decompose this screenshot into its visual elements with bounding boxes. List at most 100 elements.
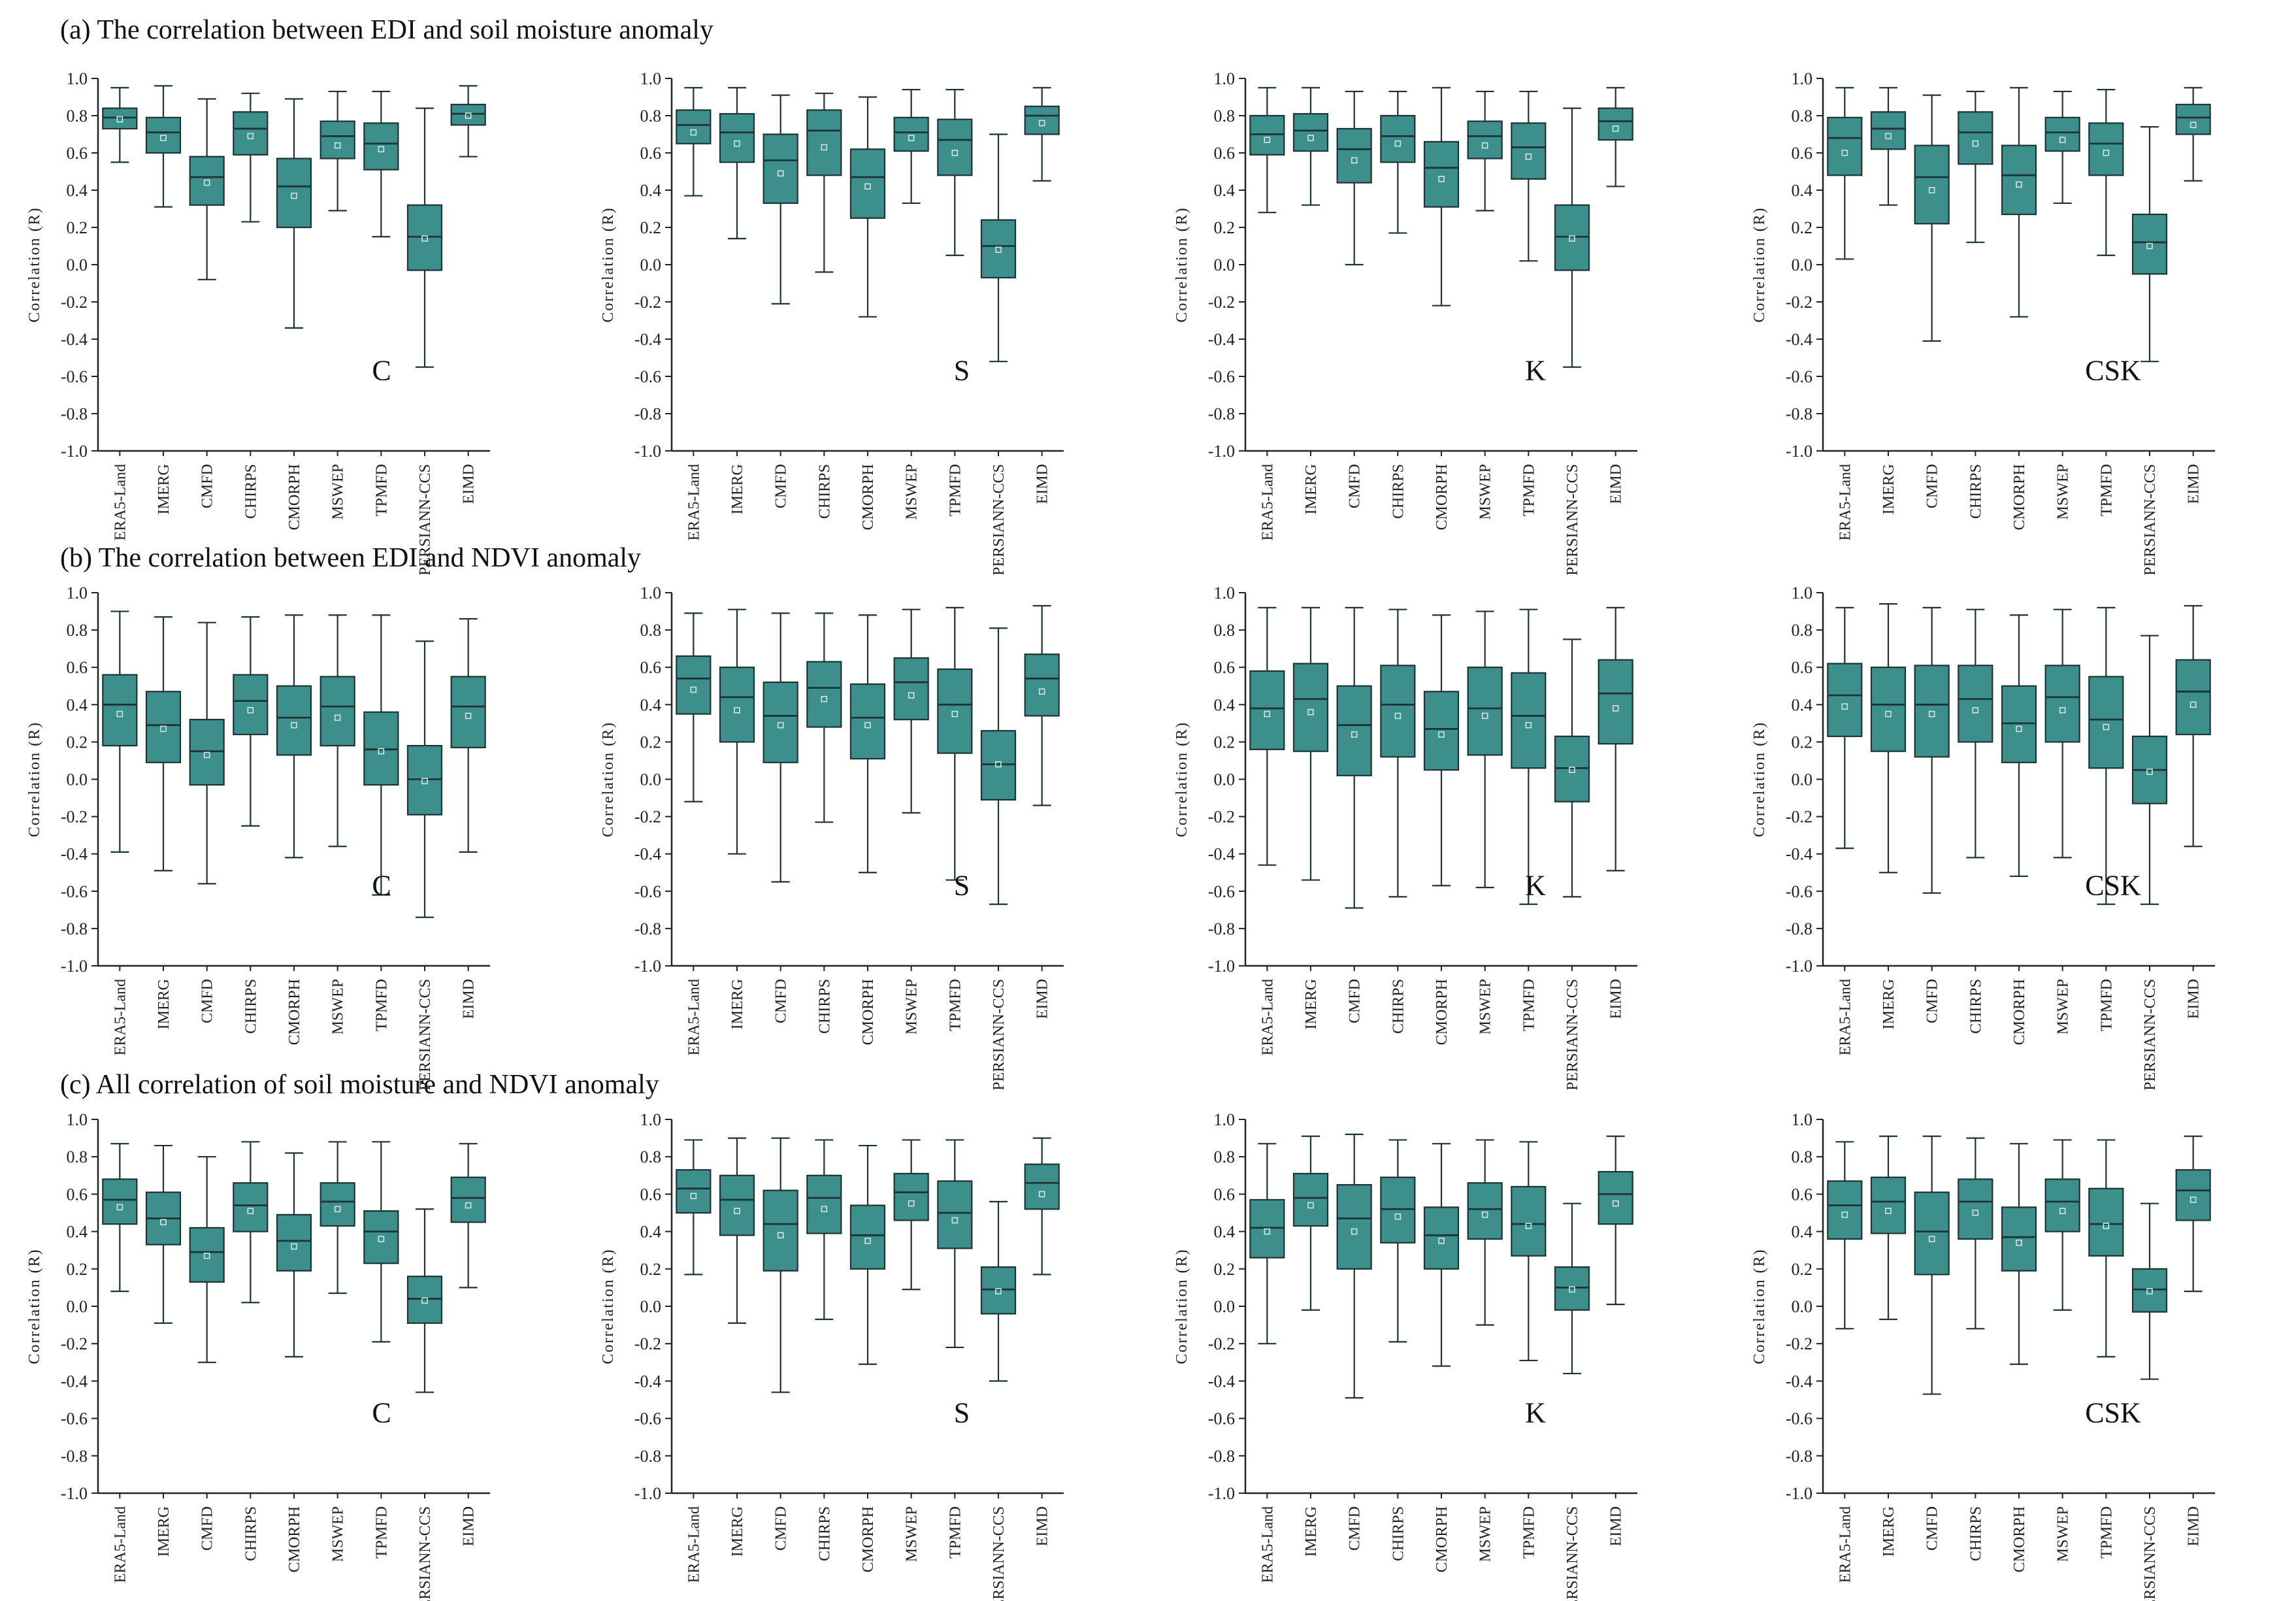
y-tick-label: 0.2 (67, 733, 88, 751)
y-tick-label: 0.8 (640, 107, 662, 125)
box-cmorph (849, 614, 886, 874)
y-tick-label: -1.0 (61, 957, 88, 976)
y-tick-label: 0.4 (640, 695, 662, 714)
y-tick-label: -0.4 (61, 845, 88, 864)
box-iqr (937, 118, 973, 176)
mean-marker (160, 135, 167, 141)
y-tick-label: -1.0 (1208, 957, 1235, 976)
x-tick-label: PERSIANN-CCS (417, 979, 434, 1091)
y-axis-title: Correlation (R) (26, 1248, 43, 1364)
x-tick-label: PERSIANN-CCS (1564, 979, 1581, 1091)
box-iqr (980, 730, 1017, 801)
y-tick-label: 0.8 (1214, 107, 1236, 125)
x-tick-label: EIMD (1608, 464, 1625, 504)
mean-marker (2103, 723, 2110, 731)
box-iqr (2175, 103, 2211, 135)
y-tick-label: 0.8 (1214, 621, 1236, 640)
mean-marker (1264, 1228, 1271, 1235)
x-tick-label: CHIRPS (1967, 979, 1984, 1034)
mean-marker (908, 692, 915, 699)
x-tick-label: CHIRPS (1967, 464, 1984, 519)
x-tick-label: CMORPH (286, 464, 303, 530)
y-tick-label: -0.6 (634, 1410, 661, 1428)
region-label: CSK (2085, 870, 2141, 902)
box-persiann-ccs (1554, 638, 1590, 898)
box-era5-land (102, 610, 138, 853)
mean-marker (734, 1208, 740, 1214)
x-tick-label: CMFD (1347, 1506, 1364, 1551)
box-iqr (363, 122, 399, 171)
x-tick-label: PERSIANN-CCS (991, 464, 1008, 576)
mean-marker (1525, 721, 1532, 729)
box-era5-land (102, 1143, 138, 1293)
box-iqr (1958, 111, 1993, 165)
mean-marker (291, 721, 297, 729)
mean-marker (1928, 187, 1935, 193)
x-tick-label: CMORPH (286, 1506, 303, 1572)
box-iqr (233, 1182, 269, 1232)
y-tick-label: 0.2 (640, 218, 662, 237)
boxplot-panel: 1.0 0.8 0.6 0.4 0.2 0.0 -0.2 -0.4 -0.6 -0.8 -1.0 Co… (26, 69, 490, 576)
y-tick-label: -0.8 (1208, 1447, 1235, 1466)
y-tick-label: -0.2 (61, 1334, 88, 1353)
y-tick-label: 0.0 (640, 1297, 662, 1316)
y-tick-label: 1.0 (1214, 69, 1236, 88)
box-tpmfd (1511, 90, 1547, 262)
y-tick-label: 0.2 (1214, 218, 1236, 237)
y-tick-label: 1.0 (640, 69, 662, 88)
box-iqr (2001, 144, 2037, 216)
box-chirps (233, 92, 269, 223)
mean-marker (378, 1236, 385, 1242)
y-tick-label: -0.2 (1208, 808, 1235, 827)
mean-marker (160, 725, 167, 733)
y-tick-label: -0.6 (61, 1410, 88, 1428)
box-iqr (1380, 114, 1416, 163)
box-tpmfd (937, 89, 973, 256)
mean-marker (1438, 731, 1445, 738)
y-tick-label: 0.4 (1792, 181, 1813, 200)
y-tick-label: 0.2 (1792, 218, 1813, 237)
box-iqr (1467, 1182, 1503, 1240)
mean-marker (1972, 1210, 1979, 1216)
x-tick-label: CMFD (1924, 1506, 1941, 1551)
mean-marker (1972, 140, 1979, 147)
box-iqr (1511, 1185, 1547, 1257)
box-chirps (233, 616, 269, 827)
region-label: CSK (2085, 355, 2141, 387)
x-tick-label: CMORPH (2011, 979, 2028, 1045)
x-tick-label: CMFD (199, 979, 216, 1023)
box-chirps (1380, 1139, 1416, 1343)
box-iqr (1423, 691, 1460, 771)
x-tick-label: EIMD (461, 464, 478, 504)
region-label: S (954, 355, 970, 387)
boxplot-panel: 1.0 0.8 0.6 0.4 0.2 0.0 -0.2 -0.4 -0.6 -0.8 -1.0 Co… (1751, 584, 2215, 1091)
mean-marker (690, 1193, 697, 1200)
box-era5-land (676, 1139, 712, 1276)
mean-marker (864, 721, 871, 729)
mean-marker (995, 1288, 1002, 1295)
mean-marker (2059, 1208, 2066, 1214)
x-tick-label: TPMFD (373, 464, 390, 516)
box-iqr (893, 116, 929, 152)
x-tick-label: MSWEP (904, 1506, 921, 1562)
mean-marker (291, 1243, 297, 1250)
mean-marker (1972, 707, 1979, 714)
y-tick-label: -0.4 (61, 330, 88, 349)
y-tick-label: 0.6 (1792, 658, 1813, 677)
region-label: C (372, 870, 391, 902)
box-eimd (450, 1143, 486, 1289)
y-tick-label: -0.4 (1208, 845, 1235, 864)
box-tpmfd (1511, 608, 1547, 905)
x-tick-label: MSWEP (2055, 464, 2072, 520)
box-mswep (893, 608, 929, 814)
box-era5-land (1249, 87, 1285, 214)
box-iqr (1249, 670, 1285, 750)
mean-marker (247, 1208, 254, 1214)
box-iqr (1598, 659, 1633, 745)
y-tick-label: 0.0 (67, 1297, 88, 1316)
y-tick-label: -0.6 (634, 882, 661, 901)
y-tick-label: -0.6 (1208, 367, 1235, 386)
x-tick-label: TPMFD (947, 464, 964, 516)
box-persiann-ccs (1554, 107, 1590, 368)
y-tick-label: 0.4 (1214, 1223, 1236, 1242)
